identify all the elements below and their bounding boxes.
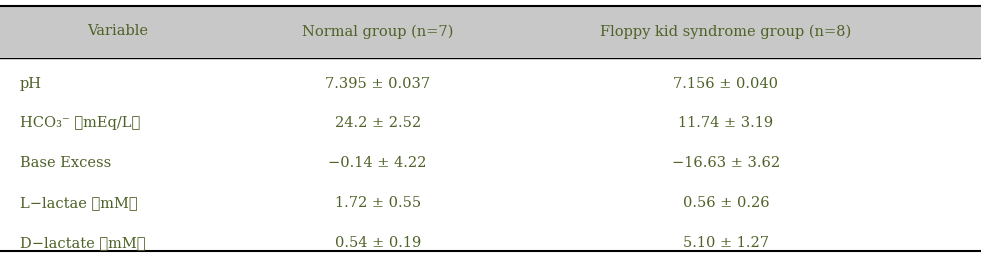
Text: 24.2 ± 2.52: 24.2 ± 2.52 — [335, 116, 421, 130]
Text: Base Excess: Base Excess — [20, 156, 111, 170]
Text: L−lactae （mM）: L−lactae （mM） — [20, 196, 137, 210]
Text: 7.156 ± 0.040: 7.156 ± 0.040 — [673, 77, 779, 90]
Text: Normal group (n=7): Normal group (n=7) — [302, 24, 453, 39]
Text: 0.54 ± 0.19: 0.54 ± 0.19 — [335, 236, 421, 250]
Text: 5.10 ± 1.27: 5.10 ± 1.27 — [683, 236, 769, 250]
Text: 7.395 ± 0.037: 7.395 ± 0.037 — [325, 77, 431, 90]
Text: Variable: Variable — [87, 24, 148, 39]
Bar — [0, 6, 981, 57]
Text: D−lactate （mM）: D−lactate （mM） — [20, 236, 145, 250]
Text: −0.14 ± 4.22: −0.14 ± 4.22 — [329, 156, 427, 170]
Text: −16.63 ± 3.62: −16.63 ± 3.62 — [672, 156, 780, 170]
Text: Floppy kid syndrome group (n=8): Floppy kid syndrome group (n=8) — [600, 24, 852, 39]
Text: 0.56 ± 0.26: 0.56 ± 0.26 — [683, 196, 769, 210]
Text: HCO₃⁻ （mEq/L）: HCO₃⁻ （mEq/L） — [20, 116, 140, 130]
Text: pH: pH — [20, 77, 41, 90]
Text: 11.74 ± 3.19: 11.74 ± 3.19 — [679, 116, 773, 130]
Text: 1.72 ± 0.55: 1.72 ± 0.55 — [335, 196, 421, 210]
